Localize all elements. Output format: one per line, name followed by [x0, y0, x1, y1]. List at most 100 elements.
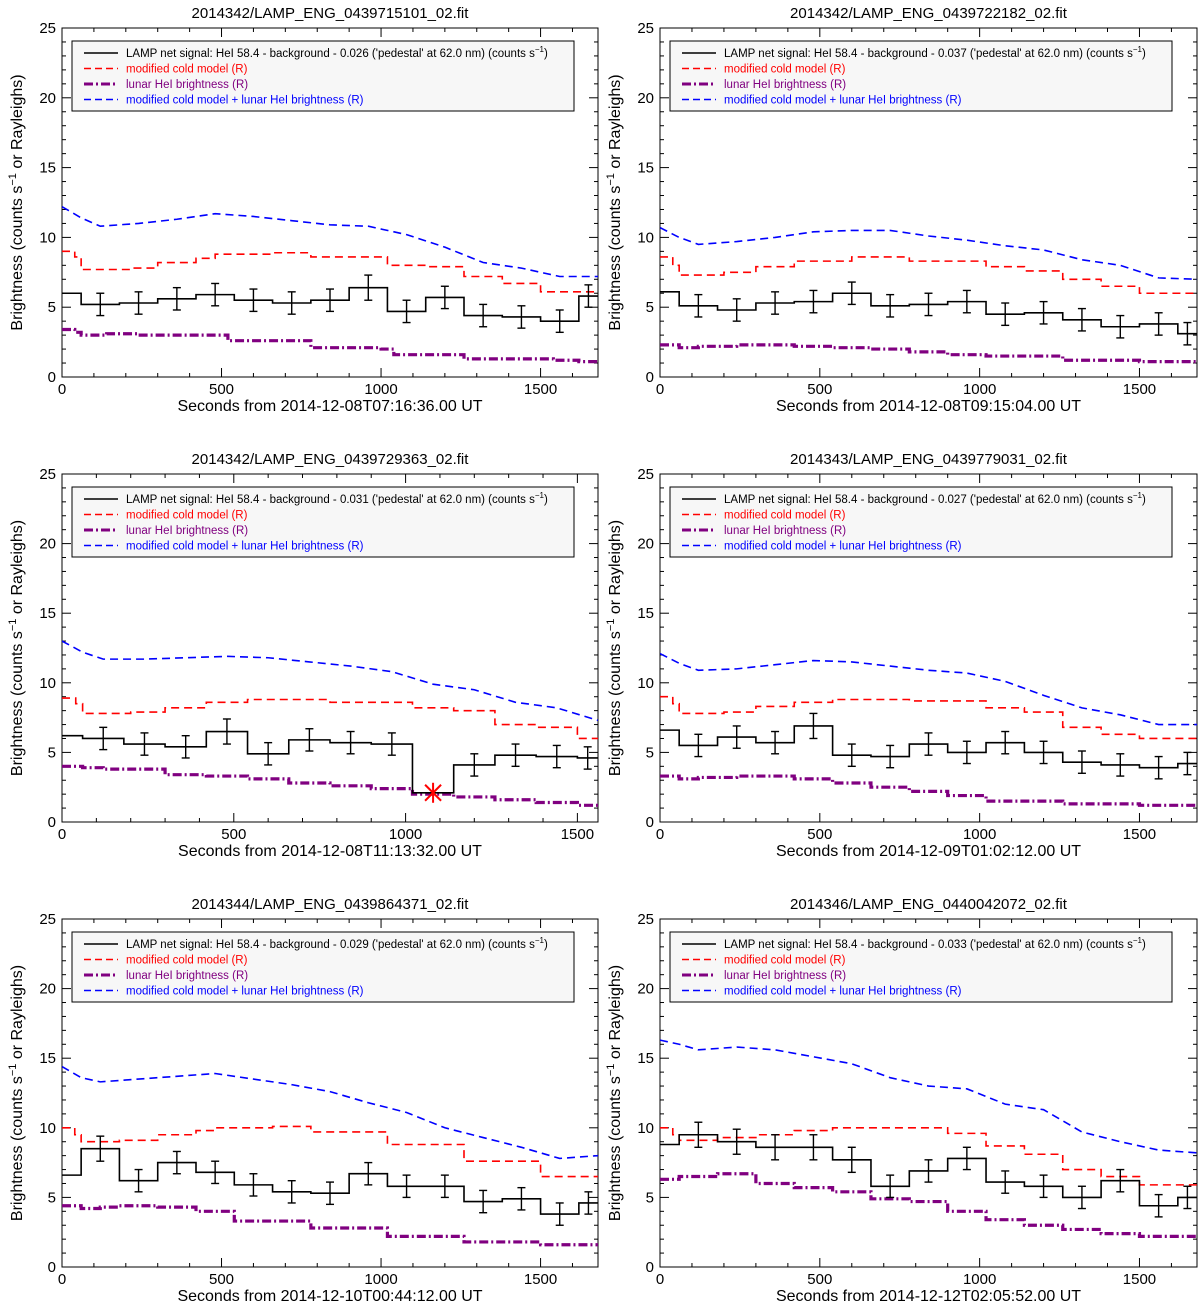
y-tick-label: 10: [637, 675, 654, 692]
y-axis-label: Brightness (counts s−1 or Rayleighs): [605, 74, 624, 330]
y-tick-label: 25: [637, 911, 654, 928]
y-axis-label-main: Brightness (counts s: [9, 186, 26, 331]
y-tick-label: 15: [637, 605, 654, 622]
y-axis-label: Brightness (counts s−1 or Rayleighs): [7, 74, 26, 330]
y-tick-label: 10: [637, 1120, 654, 1137]
legend-cold-label: modified cold model (R): [126, 64, 248, 76]
chart-title: 2014343/LAMP_ENG_0439779031_02.fit: [790, 451, 1068, 468]
y-tick-label: 0: [646, 1259, 654, 1276]
series-cold-model-line: [660, 695, 1197, 740]
plot-area: [660, 1039, 1197, 1238]
series-sum-line: [62, 205, 598, 278]
series-cold-model-line: [62, 1125, 598, 1178]
legend-sum-label: modified cold model + lunar HeI brightne…: [126, 95, 364, 107]
y-axis-label-tail: or Rayleighs): [607, 520, 624, 619]
chart-panel-6: 2014346/LAMP_ENG_0440042072_02.fit 0 5 10 15…: [605, 896, 1198, 1305]
y-tick-label: 15: [39, 605, 56, 622]
legend-signal-label: LAMP net signal: HeI 58.4 - background -…: [126, 936, 548, 951]
y-axis-label-superscript: −1: [7, 619, 19, 632]
legend-box: [669, 931, 1173, 1003]
y-axis-label-tail: or Rayleighs): [9, 965, 26, 1064]
y-tick-label: 25: [39, 466, 56, 483]
chart-panel-2: 2014342/LAMP_ENG_0439722182_02.fit 0 5 10 15…: [605, 5, 1198, 415]
x-tick-label: 500: [209, 1271, 234, 1288]
x-tick-label: 1500: [1123, 381, 1156, 398]
y-tick-label: 25: [637, 20, 654, 37]
legend-lunar-label: lunar HeI brightness (R): [126, 79, 248, 91]
y-axis-label-tail: or Rayleighs): [9, 74, 26, 173]
x-tick-label: 1500: [1123, 826, 1156, 843]
plot-frame: [659, 27, 1198, 378]
series-sum-line: [62, 1065, 598, 1160]
y-axis-label-main: Brightness (counts s: [607, 631, 624, 776]
legend-signal-close: ): [1142, 48, 1146, 60]
chart-title: 2014342/LAMP_ENG_0439715101_02.fit: [192, 5, 470, 22]
y-axis-label-main: Brightness (counts s: [607, 1076, 624, 1221]
x-tick-label: 500: [807, 826, 832, 843]
plot-area: [660, 652, 1197, 807]
legend-signal-close: ): [544, 939, 548, 951]
legend: LAMP net signal: HeI 58.4 - background -…: [669, 486, 1173, 558]
legend-box: [669, 40, 1173, 112]
x-tick-label: 0: [656, 1271, 664, 1288]
y-tick-label: 15: [637, 160, 654, 177]
y-axis-label-main: Brightness (counts s: [9, 631, 26, 776]
y-tick-label: 10: [39, 1120, 56, 1137]
series-sum-line: [62, 640, 598, 722]
y-tick-label: 25: [39, 20, 56, 37]
x-tick-label: 0: [58, 1271, 66, 1288]
legend: LAMP net signal: HeI 58.4 - background -…: [669, 931, 1173, 1003]
chart-title: 2014342/LAMP_ENG_0439729363_02.fit: [192, 451, 470, 468]
plot-frame: [61, 27, 599, 378]
y-axis-label: Brightness (counts s−1 or Rayleighs): [605, 520, 624, 776]
legend-sum-label: modified cold model + lunar HeI brightne…: [724, 986, 962, 998]
legend-sum-label: modified cold model + lunar HeI brightne…: [126, 986, 364, 998]
y-axis-label: Brightness (counts s−1 or Rayleighs): [605, 965, 624, 1221]
y-axis-label-superscript: −1: [7, 173, 19, 186]
plot-frame: [61, 473, 599, 823]
legend-signal-prefix: LAMP net signal: HeI 58.4 - background -: [126, 939, 340, 951]
series-cold-model-line: [660, 1127, 1197, 1186]
legend-lunar-label: lunar HeI brightness (R): [724, 79, 846, 91]
y-tick-label: 0: [48, 814, 56, 831]
legend-signal-superscript: −1: [535, 45, 545, 54]
legend-signal-prefix: LAMP net signal: HeI 58.4 - background -: [126, 494, 340, 506]
y-axis-label: Brightness (counts s−1 or Rayleighs): [7, 965, 26, 1221]
series-signal-line: [660, 1133, 1197, 1207]
legend-lunar-label: lunar HeI brightness (R): [724, 525, 846, 537]
series-sum-line: [660, 226, 1197, 281]
y-tick-label: 5: [48, 299, 56, 316]
x-axis-label: Seconds from 2014-12-08T09:15:04.00 UT: [776, 398, 1081, 415]
plot-frame: [659, 918, 1198, 1268]
series-lunar-hei-line: [660, 343, 1197, 364]
x-tick-label: 500: [807, 381, 832, 398]
legend-signal-prefix: LAMP net signal: HeI 58.4 - background -: [126, 48, 340, 60]
legend-signal-pedestal: 0.026: [340, 48, 369, 60]
legend-signal-label: LAMP net signal: HeI 58.4 - background -…: [126, 45, 548, 60]
series-sum-line: [660, 652, 1197, 726]
legend-signal-label: LAMP net signal: HeI 58.4 - background -…: [724, 936, 1146, 951]
chart-panel-5: 2014344/LAMP_ENG_0439864371_02.fit 0 5 10 15…: [7, 896, 599, 1305]
y-tick-label: 20: [637, 90, 654, 107]
y-axis-label-main: Brightness (counts s: [9, 1076, 26, 1221]
y-tick-label: 15: [39, 160, 56, 177]
legend: LAMP net signal: HeI 58.4 - background -…: [71, 40, 575, 112]
x-tick-label: 1000: [364, 381, 397, 398]
legend-signal-pedestal: 0.033: [938, 939, 967, 951]
y-tick-label: 0: [48, 369, 56, 386]
legend-sum-label: modified cold model + lunar HeI brightne…: [724, 95, 962, 107]
y-axis-label-tail: or Rayleighs): [607, 74, 624, 173]
legend-box: [71, 40, 575, 112]
legend-cold-label: modified cold model (R): [724, 955, 846, 967]
chart-panel-4: 2014343/LAMP_ENG_0439779031_02.fit 0 5 10 15…: [605, 451, 1198, 860]
outlier-marker: [424, 782, 442, 803]
x-tick-label: 1000: [364, 1271, 397, 1288]
legend-signal-label: LAMP net signal: HeI 58.4 - background -…: [724, 491, 1146, 506]
plot-area: [62, 640, 598, 807]
y-tick-label: 0: [646, 814, 654, 831]
chart-panel-1: 2014342/LAMP_ENG_0439715101_02.fit 0 5 10 15…: [7, 5, 599, 415]
legend-signal-superscript: −1: [535, 936, 545, 945]
legend-signal-suffix: ('pedestal' at 62.0 nm) (counts s: [369, 939, 535, 951]
